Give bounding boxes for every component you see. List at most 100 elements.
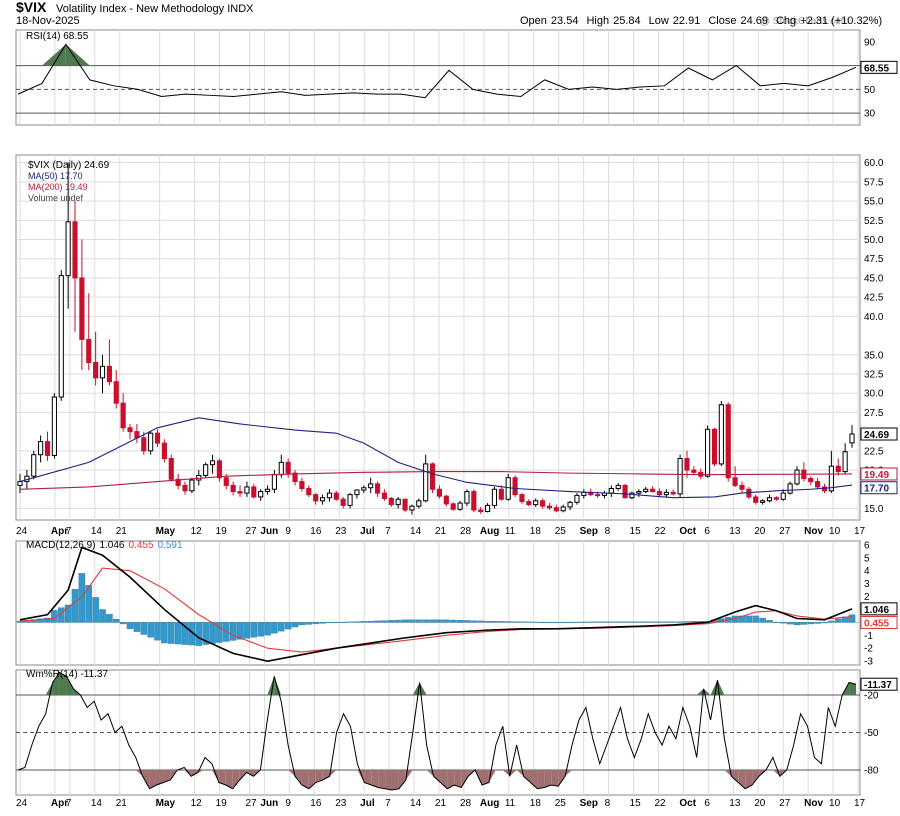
price-x-axis-tick-label: 6	[704, 526, 710, 537]
macd-y-tick: 4	[864, 566, 870, 577]
price-y-tick: 40.0	[864, 312, 884, 323]
willr-oversold-fill	[371, 770, 379, 788]
willr-oversold-fill	[322, 770, 330, 780]
price-y-tick: 30.0	[864, 389, 884, 400]
macd-hist-bar	[374, 620, 381, 623]
candle-body	[526, 501, 532, 506]
willr-oversold-fill	[745, 770, 753, 789]
willr-x-axis-tick-label: Aug	[480, 798, 499, 809]
macd-signal-value: 0.455	[864, 618, 889, 629]
candle-body	[842, 451, 848, 473]
price-y-tick: 52.5	[864, 216, 884, 227]
macd-current-value: 1.046	[864, 605, 889, 616]
macd-hist-bar	[181, 622, 189, 645]
candle-body	[388, 497, 394, 506]
candle-body	[512, 477, 518, 496]
candle-body	[209, 460, 216, 466]
macd-hist-bar	[587, 621, 594, 623]
candle-body	[141, 437, 147, 452]
candle-body	[643, 488, 649, 493]
candle-body	[498, 488, 504, 500]
willr-x-axis-tick-label: 10	[829, 798, 841, 809]
macd-hist-bar	[394, 619, 402, 623]
macd-hist-bar	[800, 622, 808, 625]
candle-body	[464, 491, 470, 504]
candle-body	[189, 479, 195, 492]
candle-body	[540, 500, 546, 507]
willr-x-axis-tick-label: 12	[191, 798, 203, 809]
price-x-axis-tick-label: Jun	[260, 526, 278, 537]
ohlc-readout: Open 23.54 High 25.84 Low 22.91 Close 24.69 Chg +…	[520, 15, 882, 27]
macd-hist-bar	[78, 573, 86, 623]
candle-body	[691, 469, 697, 473]
macd-hist-bar	[834, 618, 842, 623]
candle-body	[148, 432, 154, 452]
rsi-panel: 90 50 30 68.55	[15, 29, 898, 126]
macd-y-tick: 3	[864, 579, 870, 590]
rsi-overbought-fill	[65, 44, 90, 66]
macd-hist-bar	[264, 622, 271, 636]
willr-oversold-fill	[225, 770, 233, 789]
willr-oversold-fill	[482, 770, 489, 785]
willr-oversold-fill	[426, 770, 434, 777]
macd-hist-bar	[621, 621, 629, 623]
willr-x-axis-tick-label: 27	[779, 798, 791, 809]
candle-body	[622, 484, 628, 499]
price-x-axis-tick-label: 23	[335, 526, 347, 537]
macd-hist-bar	[745, 615, 753, 623]
price-y-tick: 50.0	[864, 235, 884, 246]
candle-body	[608, 487, 614, 494]
ma200-line	[19, 471, 853, 490]
price-x-axis-tick-label: Apr	[51, 526, 68, 537]
price-legend-ma200: MA(200) 19.49	[28, 182, 88, 192]
macd-hist-bar	[663, 621, 670, 623]
candle-body	[429, 463, 436, 490]
price-x-axis-tick-label: Jul	[360, 526, 375, 537]
willr-oversold-fill	[329, 770, 337, 777]
willr-overbought-fill	[696, 688, 704, 695]
candle-body	[333, 492, 339, 500]
willr-x-axis-tick-label: 16	[310, 798, 322, 809]
candle-body	[113, 381, 119, 404]
macd-hist-bar	[559, 622, 567, 623]
macd-hist-bar	[422, 619, 429, 623]
willr-x-axis-tick-label: 6	[704, 798, 710, 809]
willr-oversold-fill	[357, 770, 365, 783]
rsi-current-value-box	[860, 60, 898, 74]
price-y-tick: 47.5	[864, 254, 884, 265]
price-x-axis-tick-label: 21	[116, 526, 128, 537]
macd-hist-bar	[477, 620, 484, 623]
candle-body	[395, 498, 401, 506]
willr-y-tick: -50	[864, 728, 879, 739]
willr-oversold-fill	[447, 770, 455, 789]
willr-x-axis-tick-label: 24	[16, 798, 28, 809]
macd-hist-bar	[360, 621, 368, 623]
willr-x-axis-tick-label: Nov	[804, 798, 823, 809]
candle-body	[258, 491, 264, 498]
macd-hist-bar	[126, 622, 134, 629]
price-x-axis-tick-label: 9	[285, 526, 291, 537]
candle-body	[17, 481, 23, 486]
candle-body	[581, 491, 587, 496]
candle-body	[478, 509, 484, 513]
willr-x-axis-tick-label: 9	[285, 798, 291, 809]
candle-body	[753, 496, 759, 503]
macd-hist-bar	[807, 622, 815, 625]
price-x-axis-tick-label: 28	[460, 526, 472, 537]
price-x-axis-tick-label: 11	[505, 526, 516, 537]
candle-body	[705, 428, 711, 477]
candle-body	[711, 428, 718, 465]
willr-x-axis-tick-label: 13	[729, 798, 741, 809]
willr-oversold-fill	[378, 770, 386, 789]
willr-oversold-fill	[537, 770, 545, 789]
price-y-tick: 35.0	[864, 350, 884, 361]
price-y-tick: 32.5	[864, 370, 884, 381]
willr-oversold-fill	[315, 770, 323, 783]
macd-hist-bar	[470, 620, 478, 623]
willr-oversold-fill	[738, 770, 746, 789]
willr-oversold-fill	[454, 770, 462, 788]
candle-body	[484, 504, 491, 513]
macd-hist-bar	[154, 622, 161, 641]
willr-overbought-fill	[703, 688, 711, 695]
